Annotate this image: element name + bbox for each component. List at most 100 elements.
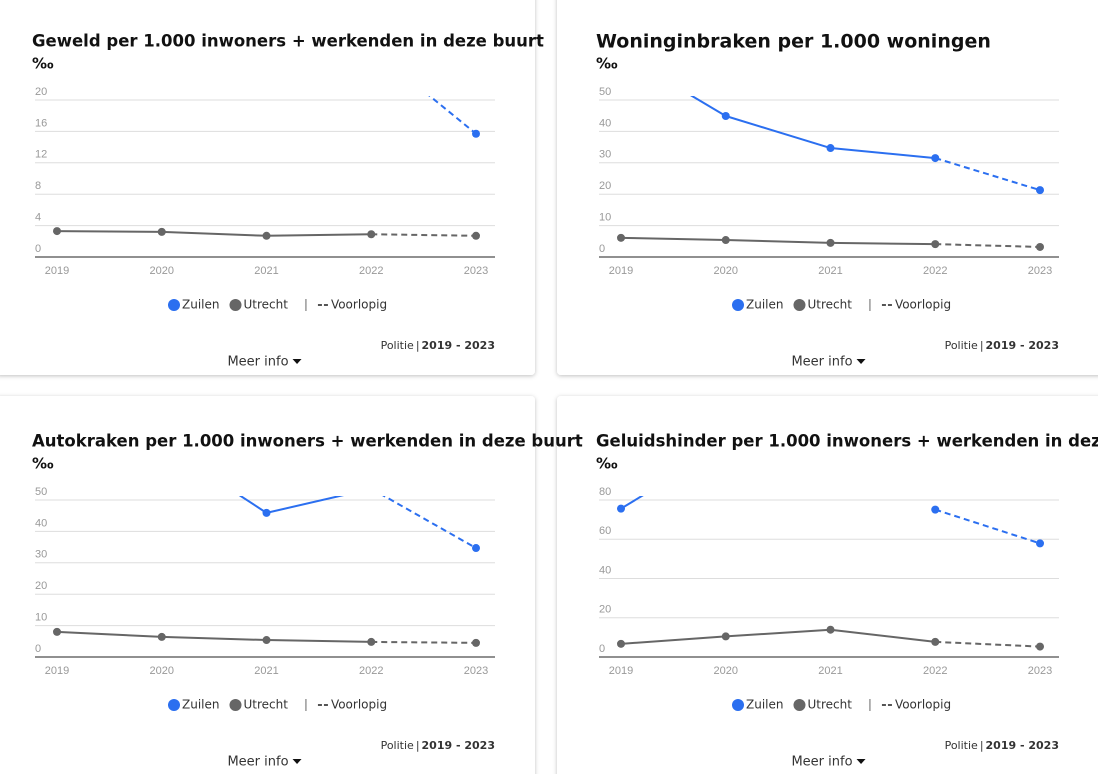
line-segment xyxy=(620,496,644,510)
line-segment xyxy=(620,635,726,645)
source-sep: | xyxy=(416,739,420,752)
point xyxy=(1036,642,1044,651)
unit: ‰ xyxy=(596,55,618,73)
chart-title: Geweld per 1.000 inwoners + werkenden in… xyxy=(32,32,544,51)
point xyxy=(721,112,730,121)
more-info-caret xyxy=(292,759,302,764)
x-tick-label: 2023 xyxy=(1028,265,1052,277)
point xyxy=(826,144,835,153)
y-tick-label: 20 xyxy=(599,180,611,192)
line-segment xyxy=(161,635,267,642)
point xyxy=(617,233,625,242)
line-segment xyxy=(266,233,372,237)
chart-title: Woninginbraken per 1.000 woningen xyxy=(596,31,991,53)
line-segment xyxy=(934,508,1041,545)
y-tick-label: 40 xyxy=(35,517,47,529)
point xyxy=(53,227,61,236)
line-segment xyxy=(830,241,936,246)
y-tick-label: 0 xyxy=(35,643,41,655)
source: Politie | 2019 - 2023 xyxy=(381,739,495,752)
x-tick-label: 2022 xyxy=(359,665,383,677)
point xyxy=(262,508,271,517)
more-info[interactable]: Meer info xyxy=(227,755,288,770)
y-tick-label: 20 xyxy=(35,86,47,98)
source-name: Politie xyxy=(945,739,978,752)
card xyxy=(557,0,1098,375)
source-period: 2019 - 2023 xyxy=(986,339,1059,352)
point xyxy=(472,544,480,553)
line-segment xyxy=(56,630,162,638)
more-info[interactable]: Meer info xyxy=(227,355,288,370)
line-segment xyxy=(725,628,831,638)
legend-swatch xyxy=(229,299,242,311)
source-name: Politie xyxy=(381,739,414,752)
more-info-caret xyxy=(856,759,866,764)
point xyxy=(1036,186,1044,195)
plot xyxy=(53,96,480,240)
legend-label: Utrecht xyxy=(807,298,852,312)
more-info[interactable]: Meer info xyxy=(791,355,852,370)
x-tick-label: 2023 xyxy=(1028,665,1052,677)
card xyxy=(0,0,535,375)
source-sep: | xyxy=(980,339,984,352)
x-tick-label: 2023 xyxy=(464,265,488,277)
x-tick-label: 2021 xyxy=(254,665,278,677)
line-segment xyxy=(266,496,345,514)
legend-label: Utrecht xyxy=(807,698,852,712)
card xyxy=(0,396,535,774)
point xyxy=(262,231,271,240)
x-tick-label: 2023 xyxy=(464,665,488,677)
x-tick-label: 2021 xyxy=(818,265,842,277)
y-tick-label: 40 xyxy=(599,564,611,576)
x-tick-label: 2019 xyxy=(45,265,69,277)
point xyxy=(472,129,480,138)
y-tick-label: 30 xyxy=(35,549,47,561)
x-tick-label: 2022 xyxy=(923,665,947,677)
source-period: 2019 - 2023 xyxy=(422,339,495,352)
line-segment xyxy=(830,628,936,643)
y-tick-label: 0 xyxy=(599,243,605,255)
plot xyxy=(53,496,480,647)
x-tick-label: 2020 xyxy=(714,265,738,277)
legend-swatch xyxy=(793,699,806,711)
line-segment xyxy=(935,640,1041,648)
point xyxy=(617,639,625,648)
y-tick-label: 0 xyxy=(35,243,41,255)
source: Politie | 2019 - 2023 xyxy=(945,739,1059,752)
point xyxy=(721,632,730,641)
point xyxy=(262,636,271,645)
x-tick-label: 2019 xyxy=(609,265,633,277)
y-tick-label: 4 xyxy=(35,212,41,224)
x-tick-label: 2021 xyxy=(254,265,278,277)
legend-swatch xyxy=(732,299,744,311)
x-tick-label: 2020 xyxy=(714,665,738,677)
line-segment xyxy=(830,147,936,160)
more-info[interactable]: Meer info xyxy=(791,755,852,770)
point xyxy=(1036,242,1044,251)
x-tick-label: 2022 xyxy=(359,265,383,277)
y-tick-label: 16 xyxy=(35,117,47,129)
chart-title: Geluidshinder per 1.000 inwoners + werke… xyxy=(596,432,1098,451)
line-segment xyxy=(935,243,1041,248)
x-tick-label: 2019 xyxy=(609,665,633,677)
x-tick-label: 2020 xyxy=(150,665,174,677)
point xyxy=(367,230,376,239)
legend-swatch xyxy=(168,699,180,711)
y-tick-label: 10 xyxy=(599,212,611,224)
source-period: 2019 - 2023 xyxy=(422,739,495,752)
x-tick-label: 2021 xyxy=(818,665,842,677)
plot xyxy=(617,496,1044,651)
y-tick-label: 8 xyxy=(35,180,41,192)
y-tick-label: 0 xyxy=(599,643,605,655)
line-segment xyxy=(56,230,162,233)
source-period: 2019 - 2023 xyxy=(986,739,1059,752)
legend-label: Zuilen xyxy=(746,298,783,312)
legend-label: Zuilen xyxy=(746,698,783,712)
y-tick-label: 60 xyxy=(599,525,611,537)
legend-swatch xyxy=(732,699,744,711)
legend-label: Utrecht xyxy=(243,298,288,312)
line-segment xyxy=(161,230,267,237)
x-tick-label: 2020 xyxy=(150,265,174,277)
line-segment xyxy=(428,96,477,135)
